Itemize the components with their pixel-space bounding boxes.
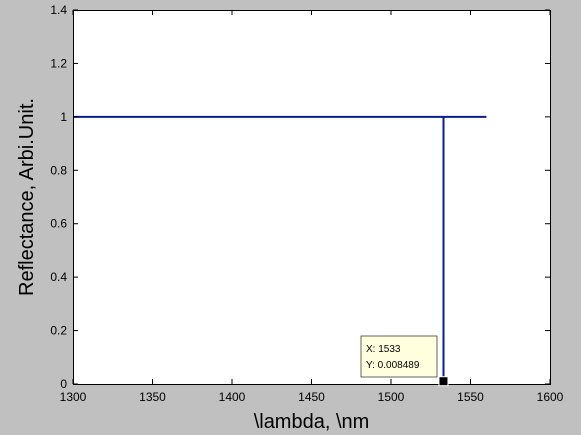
x-axis-label: \lambda, \nm — [254, 411, 370, 433]
y-tick-label: 1.4 — [50, 3, 67, 17]
ticks-layer: 1300 1350 1400 1450 1500 1550 1600 0 0.2 0.4 0.6 0.… — [50, 3, 563, 404]
y-tick-label: 0.6 — [50, 217, 67, 231]
y-tick-label: 0.4 — [50, 270, 67, 284]
series-line — [73, 115, 487, 382]
datatip-marker[interactable] — [438, 376, 449, 387]
datatip-x-label: X: 1533 — [366, 344, 401, 355]
y-axis-label: Reflectance, Arbi.Unit. — [16, 98, 38, 296]
series-layer — [73, 115, 487, 382]
x-tick-label: 1450 — [298, 390, 325, 404]
y-tick-label: 1.2 — [50, 56, 67, 70]
y-tick-label: 0.2 — [50, 324, 67, 338]
datatip-y-label: Y: 0.008489 — [366, 360, 420, 371]
x-tick-label: 1500 — [378, 390, 405, 404]
x-tick-label: 1350 — [139, 390, 166, 404]
y-tick-label: 0.8 — [50, 163, 67, 177]
x-tick-label: 1300 — [60, 390, 87, 404]
x-tick-label: 1400 — [219, 390, 246, 404]
x-tick-label: 1550 — [457, 390, 484, 404]
datatip[interactable]: X: 1533 Y: 0.008489 — [360, 335, 449, 387]
y-tick-label: 1 — [60, 110, 67, 124]
datatip-box — [360, 335, 438, 378]
plot-area — [73, 10, 550, 384]
x-tick-label: 1600 — [537, 390, 564, 404]
y-tick-label: 0 — [60, 377, 67, 391]
